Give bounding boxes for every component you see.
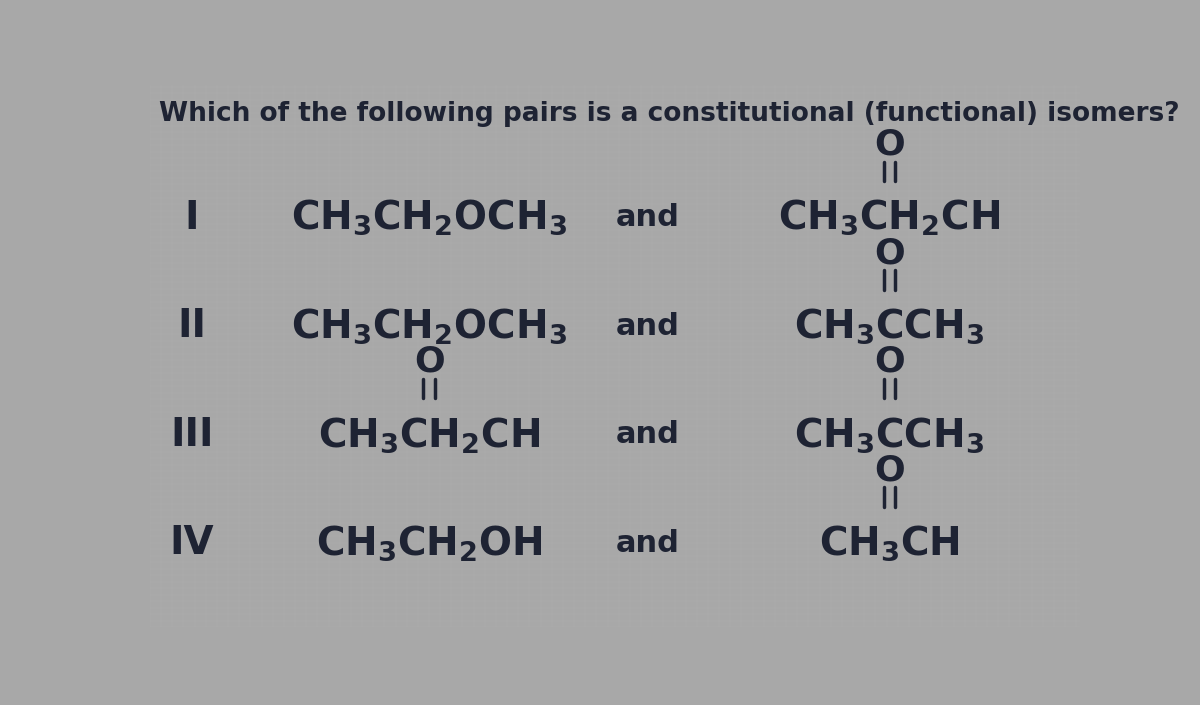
Text: $\mathbf{CH_3CCH_3}$: $\mathbf{CH_3CCH_3}$	[794, 307, 984, 346]
Text: I: I	[185, 199, 199, 237]
Text: $\mathbf{CH_3CH}$: $\mathbf{CH_3CH}$	[818, 524, 960, 563]
Text: III: III	[170, 416, 214, 454]
Text: IV: IV	[169, 525, 214, 563]
Text: $\mathbf{O}$: $\mathbf{O}$	[874, 236, 905, 270]
Text: $\mathbf{CH_3CH_2OCH_3}$: $\mathbf{CH_3CH_2OCH_3}$	[290, 307, 568, 346]
Text: $\mathbf{O}$: $\mathbf{O}$	[874, 128, 905, 161]
Text: $\mathbf{O}$: $\mathbf{O}$	[874, 453, 905, 487]
Text: and: and	[616, 203, 679, 232]
Text: and: and	[616, 312, 679, 341]
Text: and: and	[616, 420, 679, 449]
Text: II: II	[178, 307, 206, 345]
Text: $\mathbf{CH_3CH_2OCH_3}$: $\mathbf{CH_3CH_2OCH_3}$	[290, 198, 568, 238]
Text: $\mathbf{CH_3CH_2OH}$: $\mathbf{CH_3CH_2OH}$	[316, 524, 542, 563]
Text: $\mathbf{CH_3CH_2CH}$: $\mathbf{CH_3CH_2CH}$	[318, 415, 540, 455]
Text: $\mathbf{O}$: $\mathbf{O}$	[874, 345, 905, 379]
Text: and: and	[616, 529, 679, 558]
Text: $\mathbf{O}$: $\mathbf{O}$	[414, 345, 444, 379]
Text: Which of the following pairs is a constitutional (functional) isomers?: Which of the following pairs is a consti…	[160, 101, 1180, 127]
Text: $\mathbf{CH_3CH_2CH}$: $\mathbf{CH_3CH_2CH}$	[778, 198, 1001, 238]
Text: $\mathbf{CH_3CCH_3}$: $\mathbf{CH_3CCH_3}$	[794, 415, 984, 455]
